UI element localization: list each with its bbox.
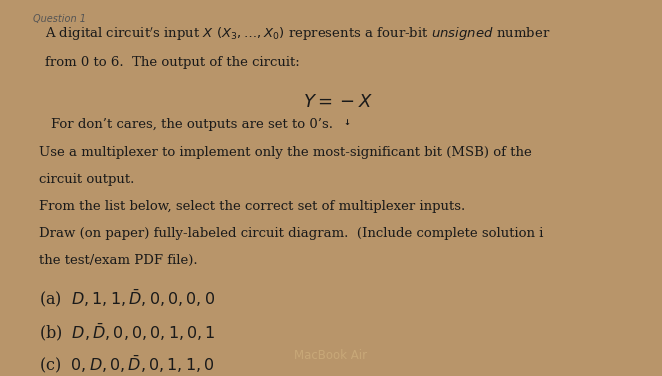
Text: the test/exam PDF file).: the test/exam PDF file).	[39, 254, 197, 267]
Text: (b)  $\mathit{D}, \bar{\mathit{D}}, 0, 0, 0, 1, 0, 1$: (b) $\mathit{D}, \bar{\mathit{D}}, 0, 0,…	[39, 321, 216, 343]
Text: from 0 to 6.  The output of the circuit:: from 0 to 6. The output of the circuit:	[45, 56, 300, 69]
Text: From the list below, select the correct set of multiplexer inputs.: From the list below, select the correct …	[39, 200, 465, 213]
Text: Question 1: Question 1	[32, 14, 85, 24]
Text: For don’t cares, the outputs are set to 0’s.: For don’t cares, the outputs are set to …	[52, 118, 334, 131]
Text: A digital circuit$'$s input $\mathit{X}$ $(\mathit{X}_3, \ldots, \mathit{X}_0)$ : A digital circuit$'$s input $\mathit{X}$…	[45, 26, 551, 43]
Text: $\mathit{Y} = -\mathit{X}$: $\mathit{Y} = -\mathit{X}$	[303, 93, 373, 111]
Text: Draw (on paper) fully-labeled circuit diagram.  (Include complete solution i: Draw (on paper) fully-labeled circuit di…	[39, 227, 544, 240]
Text: circuit output.: circuit output.	[39, 173, 134, 186]
Text: $\mathbf{\downarrow}$: $\mathbf{\downarrow}$	[342, 117, 352, 127]
Text: MacBook Air: MacBook Air	[295, 349, 367, 362]
Text: (c)  $0, \mathit{D}, 0, \bar{\mathit{D}}, 0, 1, 1, 0$: (c) $0, \mathit{D}, 0, \bar{\mathit{D}},…	[39, 353, 214, 375]
Text: Use a multiplexer to implement only the most-significant bit (MSB) of the: Use a multiplexer to implement only the …	[39, 146, 532, 159]
Text: (a)  $\mathit{D}, 1, 1, \bar{\mathit{D}}, 0, 0, 0, 0$: (a) $\mathit{D}, 1, 1, \bar{\mathit{D}},…	[39, 288, 215, 309]
